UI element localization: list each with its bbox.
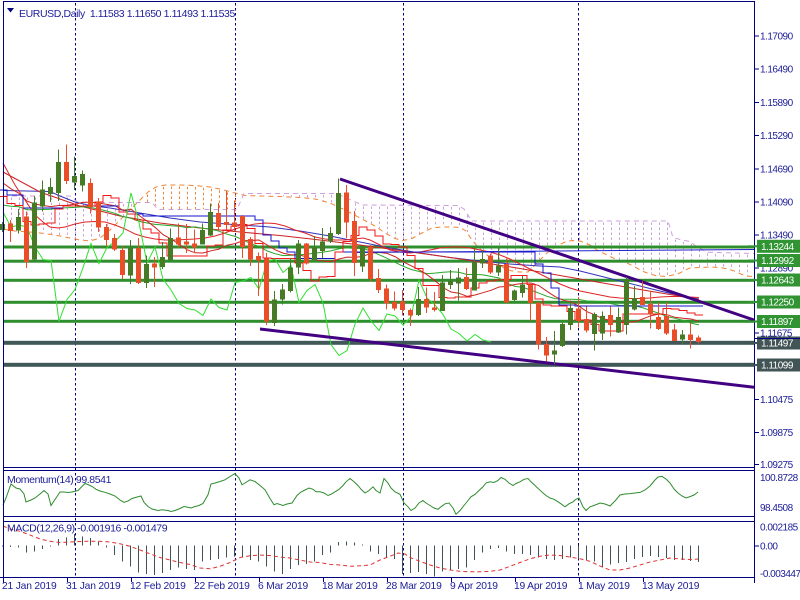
svg-text:1.09875: 1.09875 xyxy=(760,428,794,439)
svg-text:1.12250: 1.12250 xyxy=(761,298,795,309)
svg-text:19 Apr 2019: 19 Apr 2019 xyxy=(514,581,568,592)
svg-text:1.15290: 1.15290 xyxy=(760,131,794,142)
svg-text:1.11675: 1.11675 xyxy=(760,329,793,340)
svg-text:1.17090: 1.17090 xyxy=(760,32,794,43)
svg-text:100.8728: 100.8728 xyxy=(760,473,799,484)
svg-text:13 May 2019: 13 May 2019 xyxy=(642,581,700,592)
svg-text:28 Mar 2019: 28 Mar 2019 xyxy=(386,581,442,592)
svg-text:1.15890: 1.15890 xyxy=(760,98,794,109)
svg-text:21 Jan 2019: 21 Jan 2019 xyxy=(2,581,57,592)
svg-text:-0.003447: -0.003447 xyxy=(760,569,800,580)
svg-text:1.11099: 1.11099 xyxy=(761,361,794,372)
svg-text:1.13490: 1.13490 xyxy=(760,231,794,242)
svg-text:12 Feb 2019: 12 Feb 2019 xyxy=(130,581,186,592)
svg-text:1.11897: 1.11897 xyxy=(761,317,794,328)
svg-text:1 May 2019: 1 May 2019 xyxy=(578,581,630,592)
svg-text:22 Feb 2019: 22 Feb 2019 xyxy=(194,581,250,592)
svg-text:0.002185: 0.002185 xyxy=(760,523,799,534)
svg-text:1.13244: 1.13244 xyxy=(761,242,795,253)
svg-text:1.12992: 1.12992 xyxy=(761,256,795,267)
svg-text:Momentum(14) 99.8541: Momentum(14) 99.8541 xyxy=(7,474,112,486)
svg-text:MACD(12,26,9) -0.001916 -0.001: MACD(12,26,9) -0.001916 -0.001479 xyxy=(7,523,168,535)
svg-text:1.14090: 1.14090 xyxy=(760,198,794,209)
svg-text:31 Jan 2019: 31 Jan 2019 xyxy=(66,581,121,592)
svg-text:18 Mar 2019: 18 Mar 2019 xyxy=(322,581,378,592)
svg-text:98.4508: 98.4508 xyxy=(760,503,794,514)
svg-text:1.10475: 1.10475 xyxy=(760,395,794,406)
svg-text:EURUSD,Daily 1.11583 1.11650: EURUSD,Daily 1.11583 1.11650 1.11493 1.1… xyxy=(19,8,235,20)
svg-text:0.00: 0.00 xyxy=(760,542,778,553)
svg-text:1.16490: 1.16490 xyxy=(760,65,794,76)
svg-text:1.11497: 1.11497 xyxy=(761,339,794,350)
svg-text:1.09275: 1.09275 xyxy=(760,460,794,471)
svg-text:1.14690: 1.14690 xyxy=(760,164,794,175)
svg-text:1.12643: 1.12643 xyxy=(761,276,795,287)
svg-text:6 Mar 2019: 6 Mar 2019 xyxy=(258,581,309,592)
svg-text:1.12890: 1.12890 xyxy=(760,264,794,275)
svg-text:9 Apr 2019: 9 Apr 2019 xyxy=(450,581,498,592)
